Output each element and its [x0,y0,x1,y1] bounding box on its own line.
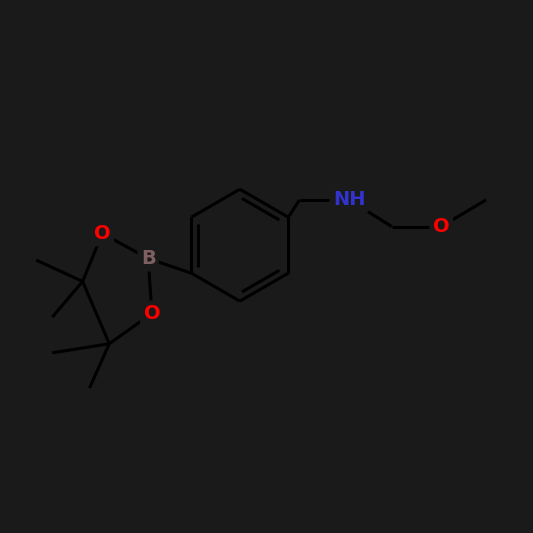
Text: O: O [433,217,450,236]
Text: O: O [143,304,160,323]
Text: B: B [141,249,156,268]
Text: NH: NH [333,190,365,209]
Text: O: O [94,224,111,243]
